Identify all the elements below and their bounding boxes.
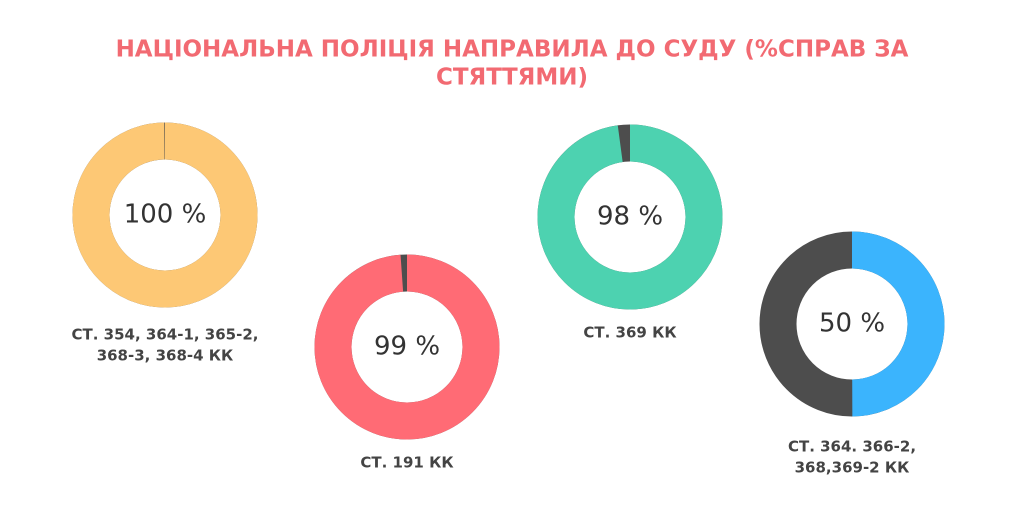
category-label: СТ. 369 КК	[583, 324, 677, 342]
value-label: 100 %	[124, 200, 207, 230]
title-line: СТЯТТЯМИ)	[436, 65, 588, 91]
category-label: СТ. 354, 364-1, 365-2,	[72, 326, 259, 344]
donut-arc	[537, 124, 723, 310]
title-line: НАЦІОНАЛЬНА ПОЛІЦІЯ НАПРАВИЛА ДО СУДУ (%…	[116, 37, 909, 63]
category-label: 368-3, 368-4 КК	[97, 347, 234, 365]
donut-arc	[72, 122, 258, 308]
value-label: 98 %	[597, 202, 663, 232]
category-label: СТ. 364. 366-2,	[788, 438, 916, 456]
value-label: 50 %	[819, 309, 885, 339]
category-label: СТ. 191 КК	[360, 454, 454, 472]
category-label: 368,369-2 КК	[795, 459, 910, 477]
value-label: 99 %	[374, 332, 440, 362]
donut-arc	[314, 254, 500, 440]
donut-arc	[759, 231, 945, 417]
